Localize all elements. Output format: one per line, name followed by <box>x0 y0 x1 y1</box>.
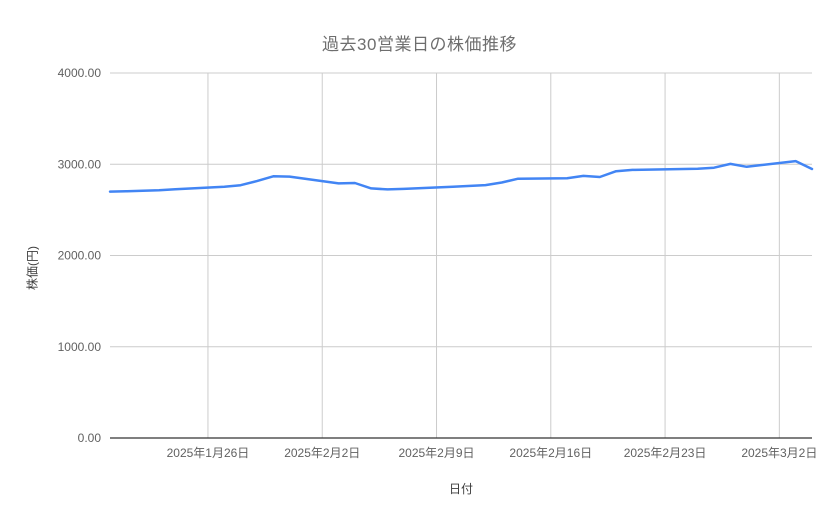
x-axis-title: 日付 <box>448 482 473 496</box>
x-tick-label: 2025年1月26日 <box>167 446 250 460</box>
y-tick-label: 3000.00 <box>58 157 102 171</box>
y-tick-label: 1000.00 <box>58 340 102 354</box>
y-tick-label: 4000.00 <box>58 66 102 80</box>
x-tick-label: 2025年2月2日 <box>284 446 360 460</box>
x-tick-label: 2025年3月2日 <box>741 446 817 460</box>
y-tick-label: 0.00 <box>78 431 102 445</box>
x-tick-label: 2025年2月23日 <box>624 446 707 460</box>
x-tick-label: 2025年2月9日 <box>398 446 474 460</box>
price-line <box>108 159 814 193</box>
chart-title: 過去30営業日の株価推移 <box>322 35 517 54</box>
y-tick-label: 2000.00 <box>58 249 102 263</box>
x-tick-label: 2025年2月16日 <box>509 446 592 460</box>
